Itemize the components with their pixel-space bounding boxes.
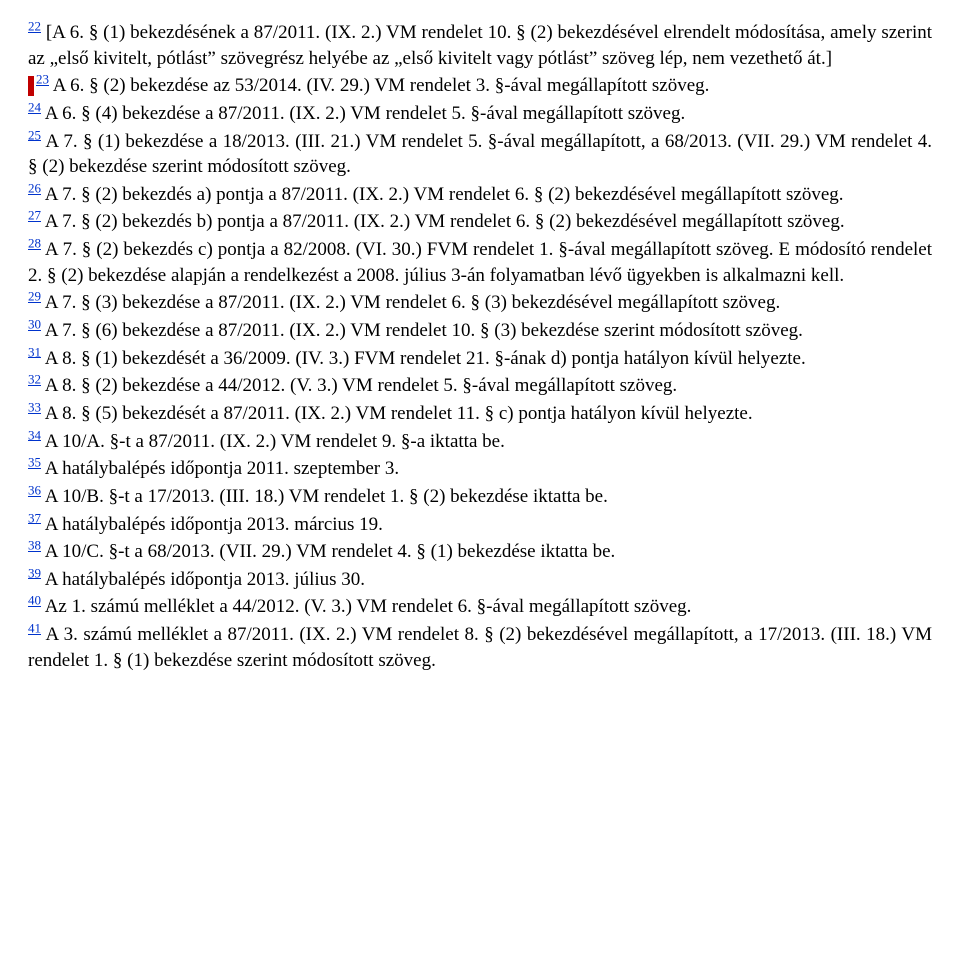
- footnote-32: 32 A 8. § (2) bekezdése a 44/2012. (V. 3…: [28, 373, 932, 399]
- footnote-ref-30[interactable]: 30: [28, 317, 41, 332]
- footnote-text: A 7. § (6) bekezdése a 87/2011. (IX. 2.)…: [41, 320, 803, 341]
- footnote-ref-24[interactable]: 24: [28, 100, 41, 115]
- footnote-41: 41 A 3. számú melléklet a 87/2011. (IX. …: [28, 622, 932, 673]
- footnote-25: 25 A 7. § (1) bekezdése a 18/2013. (III.…: [28, 129, 932, 180]
- footnote-27: 27 A 7. § (2) bekezdés b) pontja a 87/20…: [28, 209, 932, 235]
- footnote-ref-39[interactable]: 39: [28, 565, 41, 580]
- footnote-text: A hatálybalépés időpontja 2013. március …: [41, 514, 383, 535]
- footnote-31: 31 A 8. § (1) bekezdését a 36/2009. (IV.…: [28, 346, 932, 372]
- footnote-ref-37[interactable]: 37: [28, 510, 41, 525]
- footnote-ref-36[interactable]: 36: [28, 483, 41, 498]
- footnote-text: A 10/C. §-t a 68/2013. (VII. 29.) VM ren…: [41, 541, 615, 562]
- change-bar-icon: [28, 76, 34, 96]
- footnote-ref-26[interactable]: 26: [28, 181, 41, 196]
- footnote-ref-25[interactable]: 25: [28, 127, 41, 142]
- footnote-30: 30 A 7. § (6) bekezdése a 87/2011. (IX. …: [28, 318, 932, 344]
- footnote-text: A 7. § (2) bekezdés b) pontja a 87/2011.…: [41, 211, 845, 232]
- footnote-text: A 6. § (2) bekezdése az 53/2014. (IV. 29…: [49, 75, 709, 96]
- footnote-35: 35 A hatálybalépés időpontja 2011. szept…: [28, 456, 932, 482]
- footnote-ref-34[interactable]: 34: [28, 427, 41, 442]
- footnote-ref-28[interactable]: 28: [28, 236, 41, 251]
- footnote-text: A hatálybalépés időpontja 2013. július 3…: [41, 569, 365, 590]
- footnote-ref-31[interactable]: 31: [28, 344, 41, 359]
- footnote-26: 26 A 7. § (2) bekezdés a) pontja a 87/20…: [28, 182, 932, 208]
- footnote-29: 29 A 7. § (3) bekezdése a 87/2011. (IX. …: [28, 290, 932, 316]
- footnote-ref-40[interactable]: 40: [28, 593, 41, 608]
- footnote-ref-41[interactable]: 41: [28, 621, 41, 636]
- footnote-text: A hatálybalépés időpontja 2011. szeptemb…: [41, 458, 399, 479]
- footnote-text: A 7. § (2) bekezdés c) pontja a 82/2008.…: [28, 239, 932, 286]
- footnote-33: 33 A 8. § (5) bekezdését a 87/2011. (IX.…: [28, 401, 932, 427]
- footnote-text: A 8. § (1) bekezdését a 36/2009. (IV. 3.…: [41, 348, 806, 369]
- footnote-38: 38 A 10/C. §-t a 68/2013. (VII. 29.) VM …: [28, 539, 932, 565]
- footnote-text: A 10/A. §-t a 87/2011. (IX. 2.) VM rende…: [41, 431, 505, 452]
- footnote-37: 37 A hatálybalépés időpontja 2013. márci…: [28, 512, 932, 538]
- footnote-36: 36 A 10/B. §-t a 17/2013. (III. 18.) VM …: [28, 484, 932, 510]
- footnote-39: 39 A hatálybalépés időpontja 2013. júliu…: [28, 567, 932, 593]
- footnote-28: 28 A 7. § (2) bekezdés c) pontja a 82/20…: [28, 237, 932, 288]
- footnote-ref-33[interactable]: 33: [28, 400, 41, 415]
- footnote-text: A 6. § (4) bekezdése a 87/2011. (IX. 2.)…: [41, 103, 685, 124]
- footnote-23: 23 A 6. § (2) bekezdése az 53/2014. (IV.…: [28, 73, 932, 99]
- footnote-40: 40 Az 1. számú melléklet a 44/2012. (V. …: [28, 594, 932, 620]
- footnote-text: A 7. § (3) bekezdése a 87/2011. (IX. 2.)…: [41, 292, 780, 313]
- footnote-text: A 8. § (2) bekezdése a 44/2012. (V. 3.) …: [41, 375, 677, 396]
- footnote-ref-27[interactable]: 27: [28, 208, 41, 223]
- footnote-ref-38[interactable]: 38: [28, 538, 41, 553]
- footnote-22: 22 [A 6. § (1) bekezdésének a 87/2011. (…: [28, 20, 932, 71]
- footnote-text: A 8. § (5) bekezdését a 87/2011. (IX. 2.…: [41, 403, 753, 424]
- footnote-text: A 7. § (1) bekezdése a 18/2013. (III. 21…: [28, 131, 932, 178]
- footnote-text: Az 1. számú melléklet a 44/2012. (V. 3.)…: [41, 596, 691, 617]
- footnote-24: 24 A 6. § (4) bekezdése a 87/2011. (IX. …: [28, 101, 932, 127]
- footnote-ref-22[interactable]: 22: [28, 19, 41, 34]
- footnote-ref-23[interactable]: 23: [36, 72, 49, 87]
- footnote-text: A 10/B. §-t a 17/2013. (III. 18.) VM ren…: [41, 486, 608, 507]
- footnote-ref-35[interactable]: 35: [28, 455, 41, 470]
- footnote-text: A 7. § (2) bekezdés a) pontja a 87/2011.…: [41, 184, 844, 205]
- footnote-34: 34 A 10/A. §-t a 87/2011. (IX. 2.) VM re…: [28, 429, 932, 455]
- footnote-text: [A 6. § (1) bekezdésének a 87/2011. (IX.…: [28, 22, 932, 69]
- footnote-text: A 3. számú melléklet a 87/2011. (IX. 2.)…: [28, 624, 932, 671]
- footnote-ref-29[interactable]: 29: [28, 289, 41, 304]
- footnote-ref-32[interactable]: 32: [28, 372, 41, 387]
